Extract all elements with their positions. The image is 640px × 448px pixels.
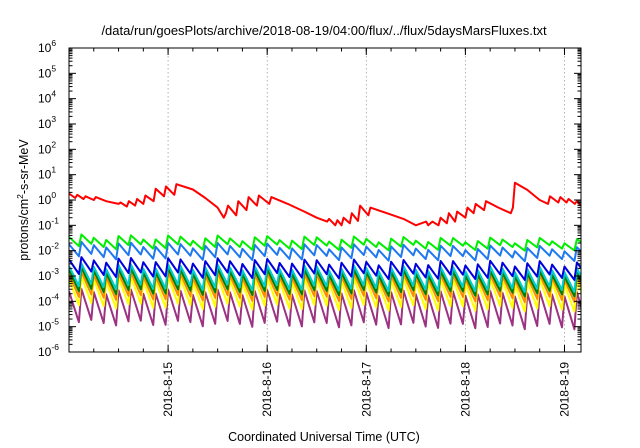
y-tick-exp: 1 — [51, 165, 56, 175]
y-tick-base: 10 — [38, 218, 52, 232]
y-tick-exp: -4 — [51, 291, 59, 301]
x-axis-label: Coordinated Universal Time (UTC) — [228, 430, 420, 444]
y-tick-base: 10 — [38, 41, 52, 55]
y-tick-label: 105 — [38, 63, 56, 80]
y-axis-label-exp: 2 — [15, 194, 25, 199]
series-line — [69, 240, 581, 263]
y-tick-labels: 10-610-510-410-310-210-11001011021031041… — [38, 38, 59, 359]
series-line — [69, 275, 581, 313]
x-tick-label: 2018-8-18 — [458, 362, 472, 417]
y-tick-label: 10-3 — [38, 266, 59, 283]
series-line — [69, 270, 581, 304]
y-tick-exp: 0 — [51, 190, 56, 200]
x-tick-label: 2018-8-16 — [260, 362, 274, 417]
plot-frame — [68, 47, 582, 353]
y-axis-label-base: protons/cm — [17, 199, 31, 261]
y-tick-base: 10 — [38, 269, 52, 283]
y-tick-label: 10-2 — [38, 241, 59, 258]
y-tick-label: 104 — [38, 89, 56, 106]
y-tick-base: 10 — [38, 117, 52, 131]
series-line — [69, 256, 581, 281]
y-tick-label: 10-6 — [38, 342, 59, 359]
y-tick-exp: -3 — [51, 266, 59, 276]
x-tick-label: 2018-8-19 — [557, 362, 571, 417]
y-tick-base: 10 — [38, 320, 52, 334]
axis-ticks — [68, 47, 581, 353]
y-tick-base: 10 — [38, 193, 52, 207]
series-line — [69, 262, 581, 293]
y-tick-exp: 3 — [51, 114, 56, 124]
y-tick-base: 10 — [38, 244, 52, 258]
y-axis-label: protons/cm2-s-sr-MeV — [15, 139, 31, 261]
y-tick-exp: -2 — [51, 241, 59, 251]
y-tick-label: 103 — [38, 114, 56, 131]
y-tick-label: 106 — [38, 38, 56, 55]
y-tick-label: 101 — [38, 165, 56, 182]
y-tick-exp: -6 — [51, 342, 59, 352]
y-tick-exp: 4 — [51, 89, 56, 99]
series-line — [69, 181, 581, 227]
y-tick-label: 100 — [38, 190, 56, 207]
y-tick-base: 10 — [38, 66, 52, 80]
x-tick-label: 2018-8-17 — [359, 362, 373, 417]
series-line — [69, 266, 581, 298]
y-tick-exp: 2 — [51, 139, 56, 149]
y-tick-base: 10 — [38, 168, 52, 182]
y-tick-exp: -5 — [51, 317, 59, 327]
series-line — [69, 233, 581, 252]
x-tick-labels: 2018-8-15 2018-8-16 2018-8-17 2018-8-18 2018… — [161, 362, 571, 417]
y-tick-exp: -1 — [51, 215, 59, 225]
y-tick-base: 10 — [38, 142, 52, 156]
y-axis-label-rest: -s-sr-MeV — [17, 139, 31, 195]
y-tick-base: 10 — [38, 92, 52, 106]
chart-title: /data/run/goesPlots/archive/2018-08-19/0… — [101, 23, 547, 38]
y-tick-exp: 6 — [51, 38, 56, 48]
y-tick-label: 102 — [38, 139, 56, 156]
y-tick-base: 10 — [38, 294, 52, 308]
series-group — [69, 181, 581, 331]
y-tick-exp: 5 — [51, 63, 56, 73]
x-tick-label: 2018-8-15 — [161, 362, 175, 417]
y-tick-label: 10-1 — [38, 215, 59, 232]
y-tick-base: 10 — [38, 345, 52, 359]
series-line — [69, 287, 581, 331]
grid-lines — [167, 48, 565, 352]
y-tick-label: 10-5 — [38, 317, 59, 334]
y-tick-label: 10-4 — [38, 291, 59, 308]
